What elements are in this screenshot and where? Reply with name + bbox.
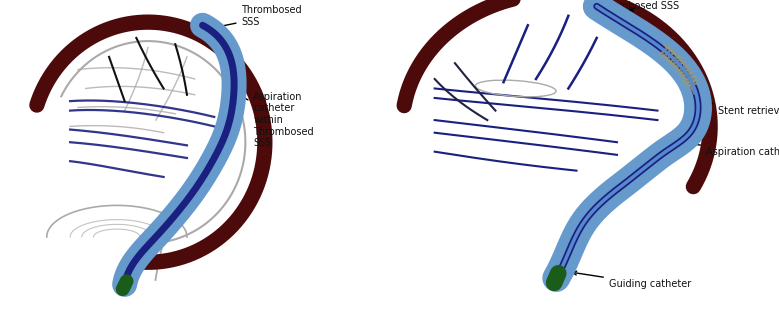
Text: Thrombosed
SSS: Thrombosed SSS xyxy=(199,5,302,32)
Text: Aspiration
catheter
within
Thrombosed
SSS: Aspiration catheter within Thrombosed SS… xyxy=(231,91,314,148)
Text: Stent retriever: Stent retriever xyxy=(702,100,779,116)
Text: Thrombosed SSS: Thrombosed SSS xyxy=(597,1,679,11)
Text: Guiding catheter: Guiding catheter xyxy=(573,271,691,289)
Text: Aspiration catheter: Aspiration catheter xyxy=(682,141,779,157)
